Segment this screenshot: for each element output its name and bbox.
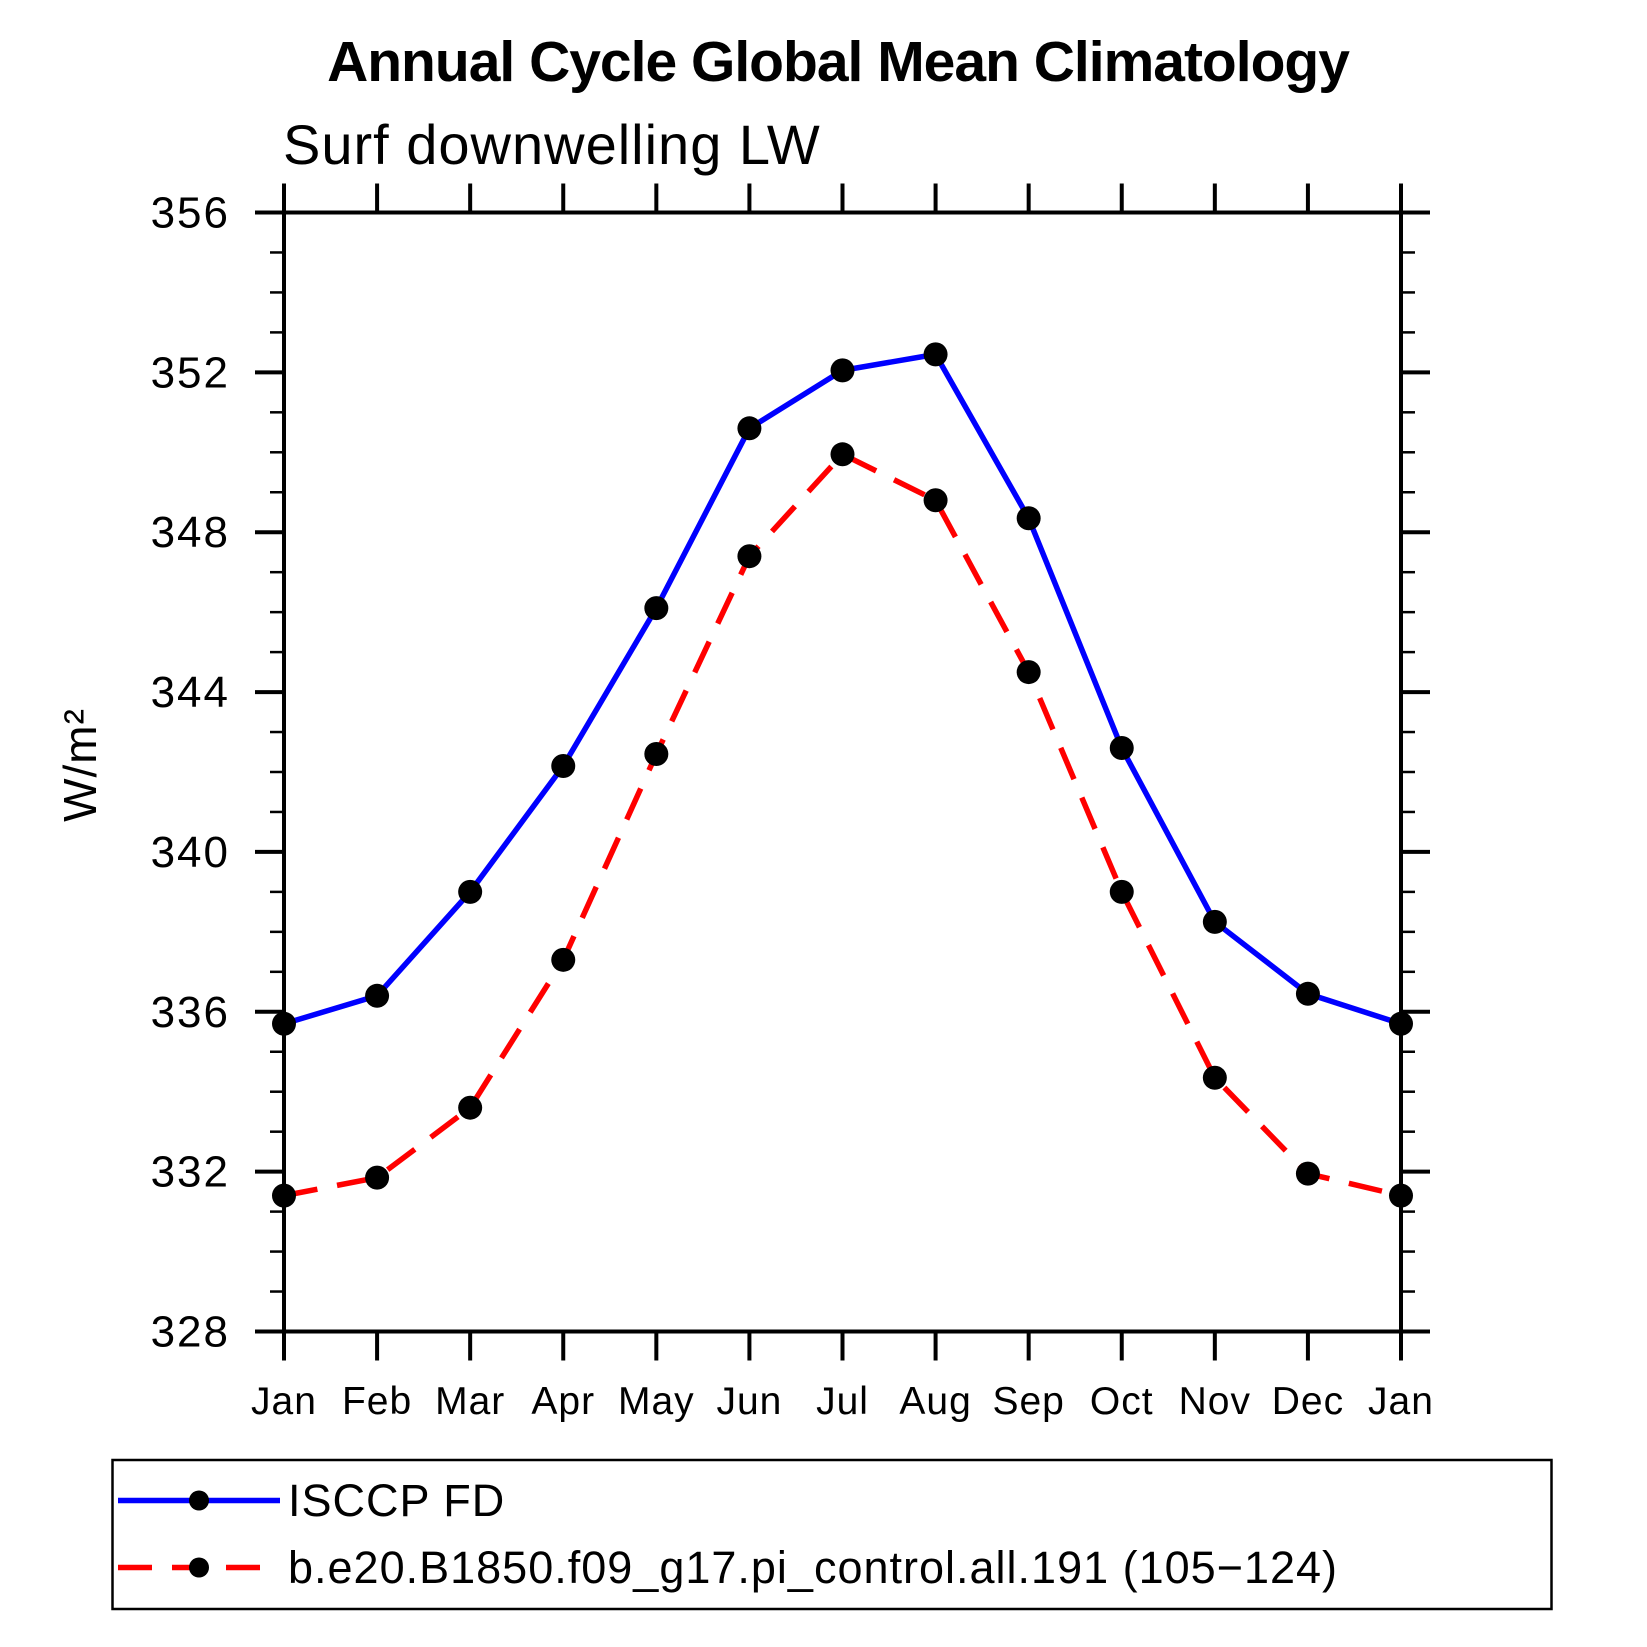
data-point-series-0 [830,358,855,383]
data-point-series-1 [365,1165,390,1190]
data-point-series-0 [1295,981,1320,1006]
legend-box [111,1458,1553,1611]
chart-title: Annual Cycle Global Mean Climatology [327,30,1350,94]
data-point-series-0 [458,879,483,904]
data-point-series-1 [737,544,762,569]
data-point-series-1 [1389,1183,1413,1208]
data-point-series-1 [458,1095,483,1120]
data-point-series-1 [1109,879,1134,904]
y-tick-label: 340 [151,828,230,877]
x-tick-label: Nov [1179,1380,1251,1423]
data-point-series-0 [923,342,948,367]
data-point-series-0 [1389,1011,1413,1036]
data-point-series-1 [923,488,948,513]
x-tick-label: Mar [435,1380,505,1423]
data-point-series-0 [737,416,762,441]
legend-label-0: ISCCP FD [288,1475,505,1526]
legend-swatch-marker-0 [189,1490,209,1511]
y-tick-label: 336 [151,988,230,1037]
x-tick-label: Oct [1090,1380,1154,1423]
x-tick-label: Apr [531,1380,595,1423]
x-tick-label: Sep [992,1380,1064,1423]
chart-subtitle: Surf downwelling LW [283,113,821,176]
y-tick-label: 348 [151,508,230,557]
x-tick-label: May [618,1380,695,1423]
legend-label-1: b.e20.B1850.f09_g17.pi_control.all.191 (… [288,1542,1338,1593]
data-point-series-1 [272,1183,296,1208]
series-layer [272,342,1413,1208]
data-point-series-1 [644,742,669,767]
legend: ISCCP FD b.e20.B1850.f09_g17.pi_control.a… [111,1458,1553,1611]
y-tick-label: 352 [151,348,230,397]
x-tick-label: Jul [816,1380,869,1423]
y-tick-label: 356 [151,189,230,238]
data-point-series-0 [551,754,576,779]
x-tick-label: Dec [1272,1380,1344,1423]
data-point-series-1 [551,947,576,972]
y-axis-label: W/m² [54,708,106,822]
data-point-series-1 [1202,1065,1227,1090]
data-point-series-1 [830,442,855,467]
x-tick-label: Aug [899,1380,971,1423]
data-point-series-0 [644,596,669,621]
y-tick-label: 328 [151,1308,230,1357]
data-point-series-0 [1109,736,1134,761]
data-point-series-0 [1016,506,1041,531]
x-tick-label: Jun [716,1380,782,1423]
x-tick-label: Feb [342,1380,412,1423]
data-point-series-0 [365,983,390,1008]
axes-layer: Jan Feb Mar Apr May Jun Jul Aug Sep Oct Nov Dec Jan 3… [151,183,1434,1423]
data-point-series-1 [1295,1161,1320,1186]
x-tick-label: Jan [251,1380,317,1423]
y-tick-label: 344 [151,668,230,717]
x-tick-label: Jan [1368,1380,1434,1423]
data-point-series-0 [272,1011,296,1036]
data-point-series-1 [1016,660,1041,685]
y-tick-label: 332 [151,1148,230,1197]
data-point-series-0 [1202,909,1227,934]
legend-swatch-marker-1 [189,1557,209,1578]
